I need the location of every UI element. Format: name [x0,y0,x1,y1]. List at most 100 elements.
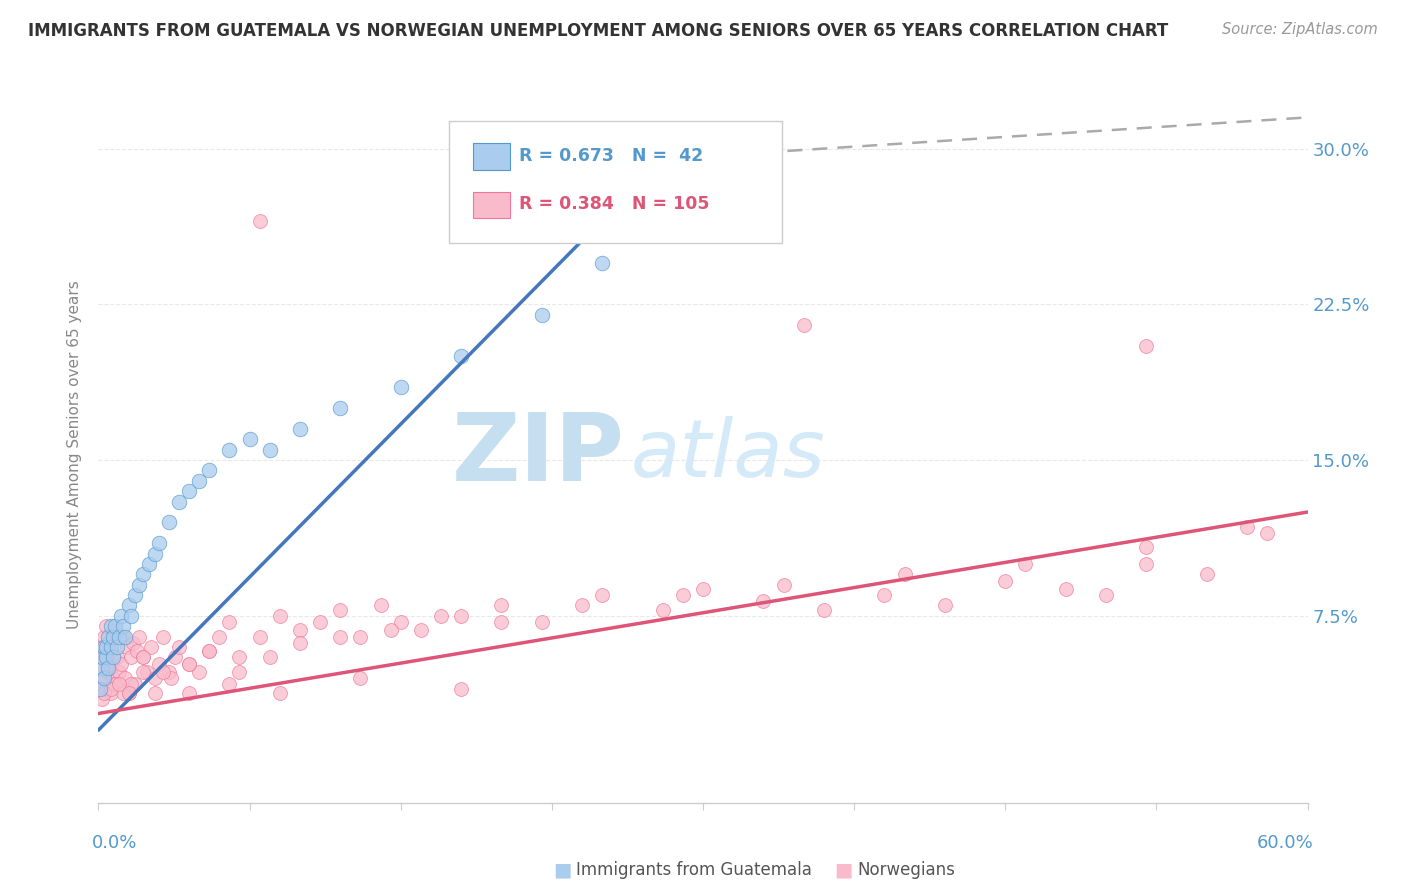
Point [143,671,166,685]
Point [120,677,142,691]
Point [349,630,371,644]
Text: ■: ■ [553,860,572,880]
Point [389,615,412,629]
Point [100,640,122,654]
Point [132,650,155,665]
Point [138,557,160,571]
Point [143,547,166,561]
Point [125,644,148,658]
Point [100,661,122,675]
Point [249,630,271,644]
Point [249,214,271,228]
Point [994,574,1017,588]
Point [450,681,472,696]
Point [163,650,186,665]
Text: R = 0.384   N = 105: R = 0.384 N = 105 [519,195,710,213]
Point [91,692,114,706]
Point [96,650,118,665]
Point [218,615,240,629]
Point [103,624,125,638]
Point [198,644,221,658]
Point [167,494,190,508]
Point [692,582,714,596]
Point [100,644,122,658]
Point [329,630,352,644]
Point [179,657,201,671]
Point [132,665,155,679]
Point [370,599,392,613]
Text: Immigrants from Guatemala: Immigrants from Guatemala [576,861,813,879]
Point [259,650,281,665]
Point [380,624,402,638]
Point [651,602,673,616]
Point [1135,541,1157,555]
Point [430,608,453,623]
Point [91,661,114,675]
Point [530,308,553,322]
Point [157,516,180,530]
Point [89,681,111,696]
Point [157,665,180,679]
Point [167,640,190,654]
Point [672,588,695,602]
Point [114,630,136,644]
Point [259,442,281,457]
Point [101,630,124,644]
Point [110,657,132,671]
Point [121,636,143,650]
Point [100,619,122,633]
Point [772,578,794,592]
Point [91,650,114,665]
Point [135,665,157,679]
Point [101,650,124,665]
Point [97,630,120,644]
Point [188,665,211,679]
Point [1195,567,1218,582]
Point [239,433,262,447]
Point [208,630,231,644]
Point [269,608,291,623]
Point [793,318,815,332]
Point [1054,582,1077,596]
Point [115,640,138,654]
Point [409,624,432,638]
Point [228,665,250,679]
Point [651,214,673,228]
Point [530,615,553,629]
Point [288,636,311,650]
Point [96,650,118,665]
Point [97,661,120,675]
Point [93,686,115,700]
Point [105,650,128,665]
Point [128,578,150,592]
Text: R = 0.673   N =  42: R = 0.673 N = 42 [519,147,703,165]
Bar [474,144,509,169]
Point [93,671,115,685]
Point [329,401,352,416]
Point [118,686,141,700]
Point [91,640,114,654]
Text: atlas: atlas [630,416,825,494]
Point [188,474,211,488]
Point [93,671,115,685]
Point [1256,525,1278,540]
Text: ■: ■ [834,860,853,880]
Text: Source: ZipAtlas.com: Source: ZipAtlas.com [1222,22,1378,37]
Point [591,588,613,602]
FancyBboxPatch shape [449,121,782,243]
Point [107,677,129,691]
Point [110,608,132,623]
Point [97,636,120,650]
Point [1236,519,1258,533]
Point [91,661,114,675]
Point [111,686,134,700]
Point [198,463,221,477]
Bar [474,192,509,219]
Point [124,677,146,691]
Point [218,442,240,457]
Point [89,650,111,665]
Point [893,567,915,582]
Point [100,681,122,696]
Point [179,484,201,499]
Text: ZIP: ZIP [451,409,624,501]
